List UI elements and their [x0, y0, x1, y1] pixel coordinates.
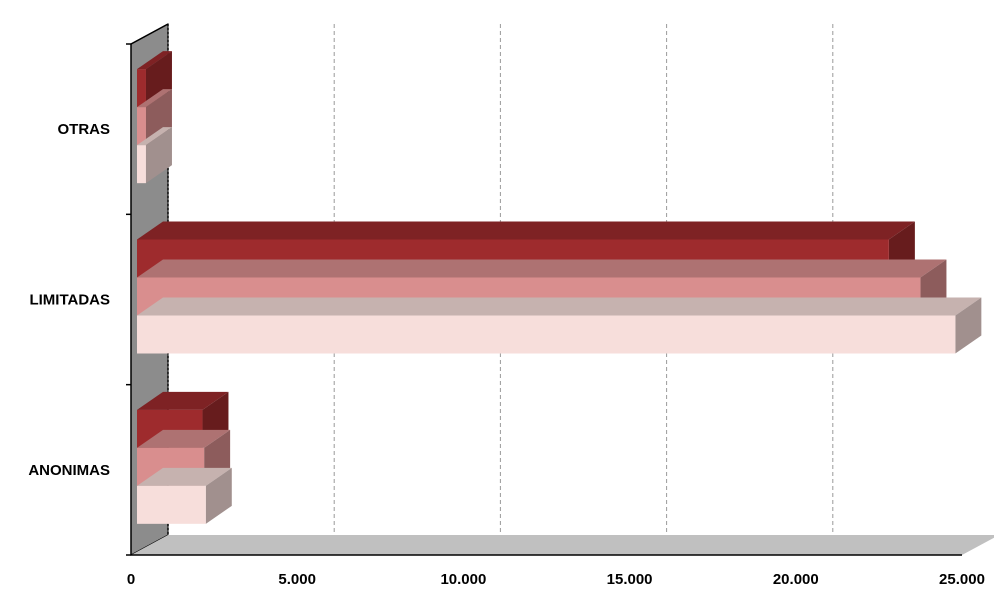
axes [126, 23, 962, 556]
x-tick-label: 15.000 [607, 571, 653, 588]
bar-side [955, 297, 982, 354]
x-tick-label: 20.000 [773, 571, 819, 588]
bar [137, 145, 146, 184]
bar-top [137, 467, 232, 486]
category-label: ANONIMAS [28, 462, 110, 479]
floor [131, 535, 994, 555]
bar-top [137, 127, 172, 146]
bar-top [137, 297, 982, 316]
bar-side [145, 127, 172, 184]
bar-top [137, 51, 172, 70]
x-tick-label: 25.000 [939, 571, 985, 588]
x-tick-label: 5.000 [278, 571, 316, 588]
bar-top [137, 89, 172, 108]
bar [137, 485, 206, 524]
bar [137, 315, 956, 354]
bar-top [137, 391, 229, 410]
bar-top [137, 429, 231, 448]
bar [137, 69, 146, 108]
bars [137, 51, 982, 524]
bar-top [137, 259, 947, 278]
category-label: OTRAS [58, 121, 111, 138]
category-label: LIMITADAS [29, 292, 110, 309]
top-wall-edge [130, 23, 169, 45]
labels: 0 5.000 10.000 15.000 20.000 25.000 ANONIMAS LI… [28, 121, 985, 588]
x-tick-label: 0 [127, 571, 135, 588]
bar-top [137, 221, 915, 240]
bar [137, 107, 146, 146]
x-tick-label: 10.000 [440, 571, 486, 588]
bar-side [205, 467, 232, 524]
